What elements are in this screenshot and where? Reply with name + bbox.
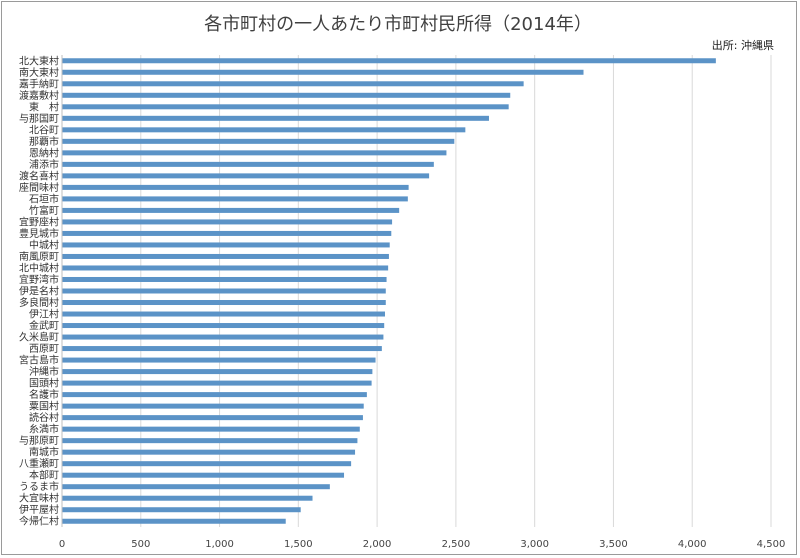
category-label: 本部町: [29, 469, 59, 482]
category-label: 今帰仁村: [19, 515, 59, 528]
category-label: 浦添市: [29, 158, 59, 171]
bar: [62, 438, 358, 444]
category-label: 南風原町: [19, 250, 59, 263]
x-tick-label: 2,000: [363, 539, 392, 550]
category-label: 粟国村: [29, 400, 59, 413]
bar: [62, 253, 389, 259]
bar: [62, 276, 387, 282]
bar: [62, 311, 385, 317]
category-label: 沖縄市: [29, 365, 59, 378]
category-label: 金武町: [29, 319, 59, 332]
bar: [62, 265, 389, 271]
category-label: 国頭村: [29, 377, 59, 390]
bar: [62, 518, 286, 524]
category-label: 西原町: [29, 343, 59, 355]
category-label: 豊見城市: [19, 227, 59, 240]
x-tick-label: 500: [131, 539, 150, 550]
category-label: 大宜味村: [19, 492, 59, 505]
category-label: 南城市: [29, 446, 59, 459]
category-label: 恩納村: [29, 146, 59, 159]
category-label: 与那国町: [19, 113, 59, 125]
bar: [62, 115, 489, 121]
bar: [62, 196, 408, 202]
bar: [62, 288, 386, 294]
bar: [62, 449, 356, 455]
bar: [62, 426, 360, 432]
x-tick-label: 3,500: [599, 539, 628, 550]
category-label: 多良間村: [19, 296, 59, 309]
x-tick-label: 4,500: [757, 539, 786, 550]
source-note: 出所: 沖縄県: [711, 39, 774, 52]
x-tick-labels: 0 500 1,000 1,500 2,000 2,500 3,000 3,500 4,000 4…: [59, 539, 786, 550]
category-label: 読谷村: [29, 411, 59, 424]
category-label: 宮古島市: [19, 354, 59, 367]
x-tick-label: 2,500: [442, 539, 471, 550]
bar: [62, 334, 384, 340]
bar: [62, 461, 352, 467]
bar: [62, 242, 390, 248]
bar: [62, 323, 385, 329]
x-tick-label: 0: [59, 539, 65, 550]
bar: [62, 230, 392, 236]
bar: [62, 173, 430, 179]
x-tick-label: 1,000: [205, 539, 234, 550]
category-label: 竹富町: [29, 204, 59, 217]
category-label: 名護市: [29, 388, 59, 401]
bar: [62, 150, 447, 156]
category-label: 那覇市: [29, 135, 59, 148]
bar: [62, 104, 509, 110]
category-label: うるま市: [19, 480, 59, 493]
bar: [62, 507, 301, 513]
bar: [62, 207, 400, 213]
bar: [62, 392, 367, 398]
category-label: 南大東村: [19, 66, 59, 79]
category-label: 北谷町: [29, 124, 59, 136]
category-label: 中城村: [29, 238, 59, 251]
bar: [62, 69, 584, 75]
bar: [62, 58, 716, 64]
bar: [62, 415, 363, 421]
x-tick-label: 1,500: [284, 539, 313, 550]
bar: [62, 184, 409, 190]
x-tick-label: 3,000: [520, 539, 549, 550]
bar: [62, 81, 524, 87]
bar: [62, 380, 372, 386]
category-label: 伊是名村: [19, 285, 59, 298]
category-label: 伊平屋村: [19, 503, 59, 516]
category-label: 石垣市: [29, 192, 59, 205]
category-label: 八重瀬町: [19, 457, 59, 470]
bar: [62, 346, 382, 352]
category-label: 伊江村: [29, 308, 59, 321]
category-label: 座間味村: [19, 181, 59, 194]
x-tick-label: 4,000: [678, 539, 707, 550]
bar: [62, 127, 466, 133]
bar: [62, 161, 434, 167]
bar: [62, 403, 364, 409]
bar: [62, 300, 386, 306]
category-label: 宜野座村: [19, 215, 59, 228]
category-label: 宜野湾市: [19, 273, 59, 286]
chart-title: 各市町村の一人あたり市町村民所得（2014年）: [204, 14, 592, 35]
bar: [62, 369, 373, 375]
bars: [62, 58, 716, 524]
category-label: 渡嘉敷村: [19, 89, 59, 102]
category-label: 与那原町: [19, 435, 59, 447]
bar: [62, 92, 511, 98]
category-label: 久米島町: [19, 331, 59, 344]
bar: [62, 495, 313, 501]
category-label: 北大東村: [19, 54, 59, 67]
category-label: 渡名喜村: [19, 169, 59, 182]
category-label: 北中城村: [19, 261, 59, 274]
category-label: 嘉手納町: [19, 77, 59, 90]
bar: [62, 138, 455, 144]
bar: [62, 219, 393, 225]
bar: [62, 484, 330, 490]
bar: [62, 357, 376, 363]
category-label: 東 村: [29, 100, 59, 113]
category-label: 糸満市: [29, 423, 59, 436]
bar: [62, 472, 345, 478]
